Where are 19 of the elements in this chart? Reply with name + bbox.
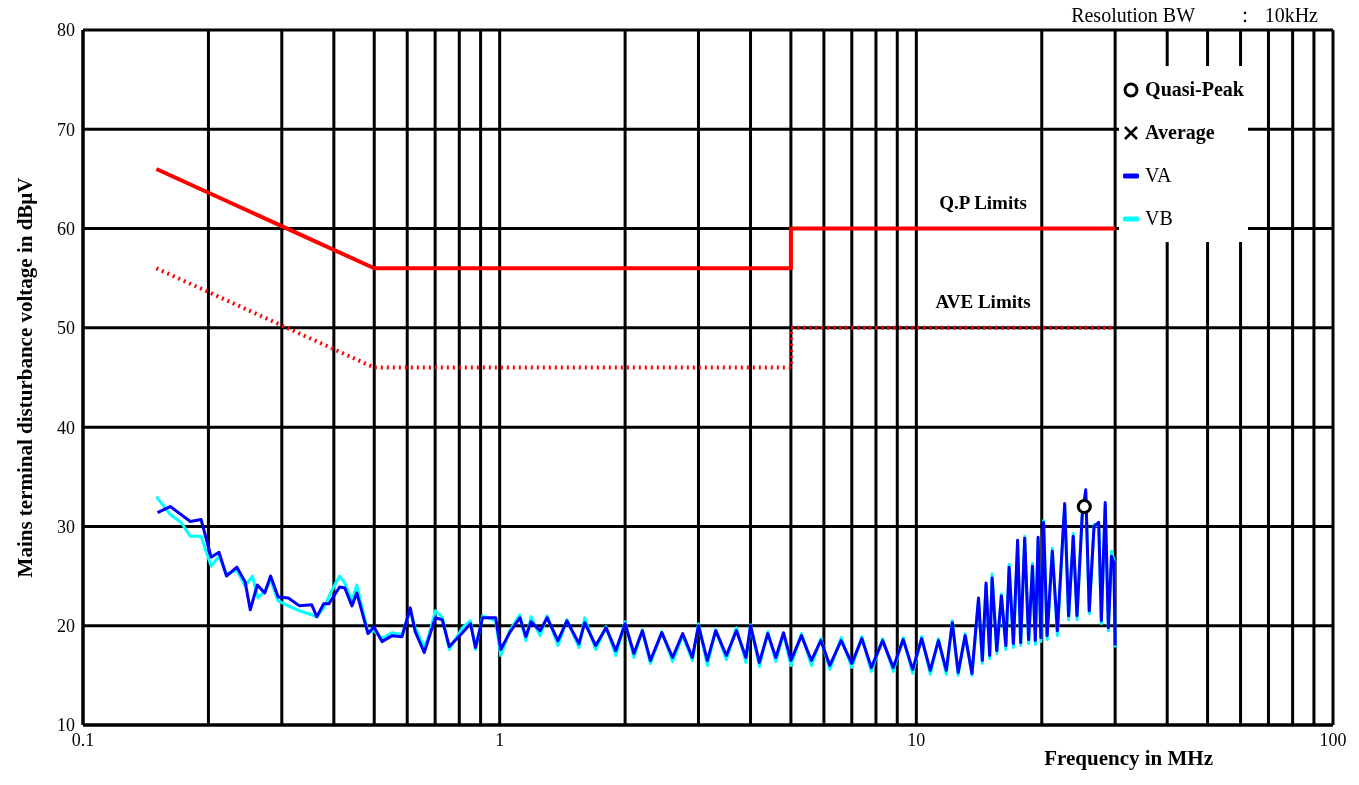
x-tick-label: 10: [907, 729, 926, 750]
x-tick-label: 1: [495, 729, 505, 750]
y-axis-title: Mains terminal disturbance voltage in dBμV: [13, 177, 38, 578]
y-tick-label: 30: [57, 516, 75, 537]
y-tick-label: 60: [57, 218, 75, 239]
legend-label: Average: [1145, 121, 1215, 144]
x-tick-label: 100: [1319, 729, 1347, 750]
y-tick-label: 80: [57, 20, 75, 41]
series-label: AVE Limits: [935, 290, 1031, 312]
legend-label: VA: [1145, 164, 1172, 187]
y-tick-label: 40: [57, 417, 75, 438]
y-tick-label: 50: [57, 318, 75, 339]
x-axis-title: Frequency in MHz: [1044, 746, 1213, 770]
legend-label: VB: [1145, 207, 1173, 230]
text: Resolution BW ： 10kHz: [1071, 3, 1318, 28]
y-tick-label: 20: [57, 616, 75, 637]
series-label: Q.P Limits: [939, 191, 1027, 213]
legend-label: Quasi-Peak: [1145, 78, 1244, 101]
y-tick-label: 70: [57, 119, 75, 140]
